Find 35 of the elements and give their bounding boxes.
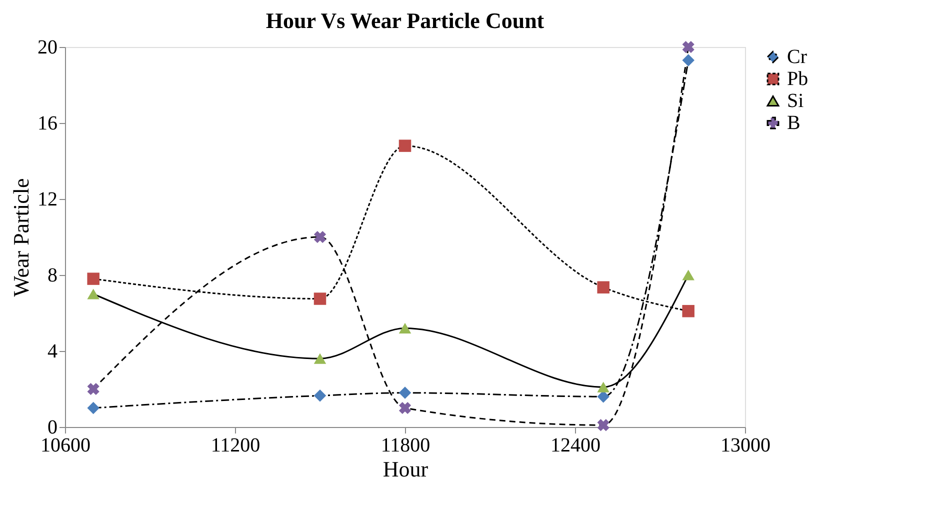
x-tick-label: 11200 <box>210 434 260 456</box>
point <box>682 40 694 54</box>
legend-label: Cr <box>787 46 808 68</box>
x-tick-label: 13000 <box>720 434 770 456</box>
point <box>398 322 412 334</box>
y-axis-title: Wear Particle <box>8 178 34 297</box>
y-tick-label: 12 <box>38 188 58 210</box>
x-tick-label: 12400 <box>550 434 600 456</box>
point <box>682 304 694 318</box>
x-tick-label: 11800 <box>380 434 430 456</box>
legend-label: Si <box>787 90 804 112</box>
point <box>597 419 610 432</box>
y-tick-label: 16 <box>38 112 58 134</box>
point <box>87 288 100 300</box>
point <box>314 230 326 244</box>
point <box>398 140 412 152</box>
point <box>682 54 694 66</box>
point <box>314 353 326 364</box>
y-tick-label: 20 <box>38 36 58 58</box>
point <box>398 402 412 414</box>
point <box>314 292 326 305</box>
point <box>398 386 412 399</box>
point <box>597 382 610 392</box>
legend-label: Pb <box>787 68 808 90</box>
point <box>87 272 100 285</box>
x-axis-title: Hour <box>382 456 429 482</box>
point <box>87 402 100 414</box>
point <box>682 270 694 280</box>
legend-label: B <box>787 112 800 134</box>
point <box>597 281 610 294</box>
chart-title: Hour Vs Wear Particle Count <box>266 8 545 33</box>
y-tick-label: 8 <box>48 264 58 286</box>
point <box>87 382 100 396</box>
point <box>314 390 326 402</box>
y-tick-label: 4 <box>48 340 58 362</box>
